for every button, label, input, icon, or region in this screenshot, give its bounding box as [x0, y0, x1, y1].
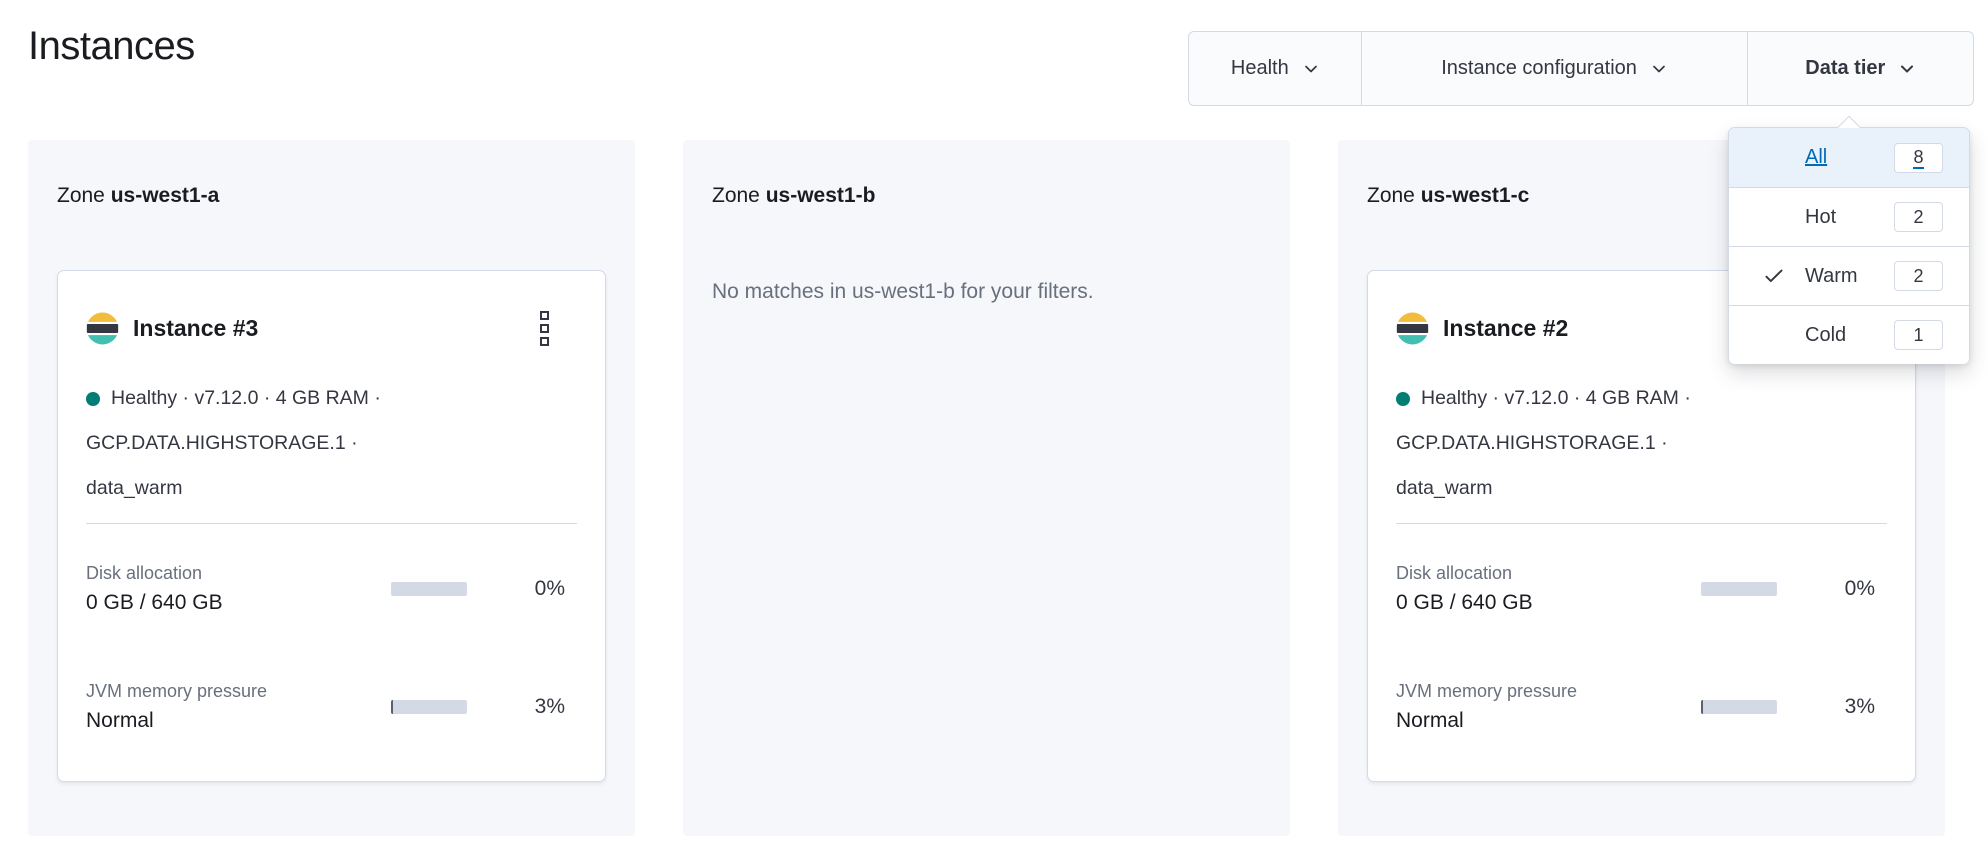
metric-label: JVM memory pressure — [1396, 681, 1578, 701]
metric-percent: 3% — [1844, 695, 1875, 718]
data-tier-option-hot[interactable]: Hot 2 — [1729, 187, 1969, 246]
instance-card-header: Instance #2 — [1396, 309, 1887, 348]
zone-label: Zone — [57, 184, 105, 207]
chevron-down-icon — [1901, 65, 1914, 72]
data-tier-option-all[interactable]: All 8 — [1729, 128, 1969, 187]
check-slot — [1763, 265, 1805, 287]
metric-label: Disk allocation — [1396, 563, 1513, 583]
disk-allocation-metric: Disk allocation 0 GB / 640 GB 0% — [1396, 550, 1887, 628]
data-tier-option-label: All — [1805, 146, 1828, 168]
filter-bar: Health Instance configuration Data tier — [1188, 31, 1974, 106]
chevron-down-icon — [1653, 65, 1665, 72]
disk-allocation-progress-bar — [1701, 582, 1777, 596]
zone-label: Zone — [1367, 184, 1415, 207]
disk-allocation-metric: Disk allocation 0 GB / 640 GB 0% — [86, 550, 577, 628]
card-divider — [1396, 523, 1887, 524]
instance-card-3: Instance #3 Healthy · v7.12.0 · 4 GB RAM… — [57, 270, 606, 782]
jvm-memory-pressure-metric: JVM memory pressure Normal 3% — [1396, 668, 1887, 746]
data-tier-popover: All 8 Hot 2 Warm 2 Cold 1 — [1728, 115, 1970, 364]
data-tier-line: data_warm — [86, 477, 183, 499]
filter-button-data-tier-label: Data tier — [1805, 57, 1886, 79]
health-summary-line: Healthy · v7.12.0 · 4 GB RAM · — [111, 387, 381, 409]
zone-header: Zone us-west1-b — [712, 184, 875, 208]
zone-label: Zone — [712, 184, 760, 207]
count-badge: 1 — [1894, 320, 1943, 350]
metric-value: Normal — [86, 709, 154, 732]
data-tier-option-label: Hot — [1805, 205, 1837, 228]
elasticsearch-logo-icon — [1396, 312, 1429, 345]
elasticsearch-logo-icon — [86, 312, 119, 345]
metric-value: 0 GB / 640 GB — [86, 591, 223, 614]
health-status-dot-icon — [86, 391, 100, 406]
instance-title: Instance #2 — [1443, 315, 1569, 341]
metric-percent: 0% — [534, 577, 565, 600]
filter-button-data-tier[interactable]: Data tier — [1746, 32, 1973, 105]
zone-panel-us-west1-b: Zone us-west1-b No matches in us-west1-b… — [683, 140, 1290, 836]
instance-configuration-line: GCP.DATA.HIGHSTORAGE.1 · — [86, 432, 358, 454]
metric-percent: 3% — [534, 695, 565, 718]
jvm-memory-progress-bar — [391, 700, 467, 714]
health-status-dot-icon — [1396, 391, 1410, 406]
zone-name: us-west1-a — [110, 184, 220, 207]
data-tier-option-label: Warm — [1805, 264, 1858, 287]
zone-header: Zone us-west1-a — [57, 184, 219, 208]
filter-button-health[interactable]: Health — [1189, 32, 1361, 105]
zone-name: us-west1-b — [765, 184, 876, 207]
metric-value: Normal — [1396, 709, 1464, 732]
disk-allocation-progress-bar — [391, 582, 467, 596]
boxes-vertical-icon — [540, 311, 549, 320]
filter-button-instance-configuration-label: Instance configuration — [1441, 57, 1637, 79]
metric-label: Disk allocation — [86, 563, 203, 583]
check-icon — [1765, 269, 1783, 283]
data-tier-line: data_warm — [1396, 477, 1493, 499]
data-tier-option-cold[interactable]: Cold 1 — [1729, 305, 1969, 364]
instance-title: Instance #3 — [133, 315, 259, 341]
filter-button-health-label: Health — [1230, 57, 1289, 79]
instance-health-summary: Healthy · v7.12.0 · 4 GB RAM · GCP.DATA.… — [86, 376, 577, 511]
card-divider — [86, 523, 577, 524]
jvm-memory-pressure-metric: JVM memory pressure Normal 3% — [86, 668, 577, 746]
count-badge: 2 — [1894, 202, 1943, 232]
instance-menu-button[interactable] — [538, 309, 551, 348]
instance-configuration-line: GCP.DATA.HIGHSTORAGE.1 · — [1396, 432, 1668, 454]
page-title: Instances — [28, 24, 195, 68]
jvm-memory-progress-bar — [1701, 700, 1777, 714]
data-tier-option-label: Cold — [1805, 323, 1847, 346]
chevron-down-icon — [1304, 65, 1317, 72]
filter-button-instance-configuration[interactable]: Instance configuration — [1360, 32, 1747, 105]
data-tier-option-warm[interactable]: Warm 2 — [1729, 246, 1969, 305]
metric-label: JVM memory pressure — [86, 681, 268, 701]
zone-header: Zone us-west1-c — [1367, 184, 1529, 208]
zone-panel-us-west1-a: Zone us-west1-a Instance #3 Heal — [28, 140, 635, 836]
metric-percent: 0% — [1844, 577, 1875, 600]
count-badge: 8 — [1894, 142, 1943, 173]
count-badge: 2 — [1894, 261, 1943, 291]
zone-empty-message: No matches in us-west1-b for your filter… — [712, 280, 1094, 303]
instance-card-header: Instance #3 — [86, 309, 577, 348]
health-summary-line: Healthy · v7.12.0 · 4 GB RAM · — [1421, 387, 1691, 409]
metric-value: 0 GB / 640 GB — [1396, 591, 1533, 614]
zone-name: us-west1-c — [1420, 184, 1530, 207]
instance-health-summary: Healthy · v7.12.0 · 4 GB RAM · GCP.DATA.… — [1396, 376, 1887, 511]
